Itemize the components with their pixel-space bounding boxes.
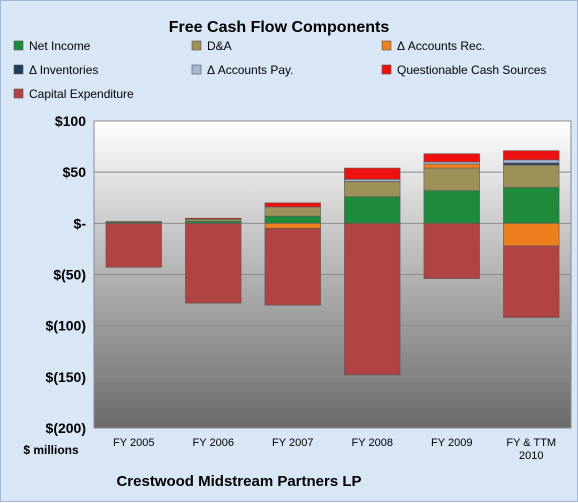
y-tick-label: $(150) [46, 369, 86, 385]
y-tick-label: $100 [55, 113, 86, 129]
y-axis-unit-label: $ millions [23, 443, 79, 457]
legend-swatch [381, 64, 392, 75]
bar-segment [423, 153, 480, 163]
bar-segment [423, 190, 480, 224]
bar-segment [503, 159, 560, 164]
bar-segment [503, 187, 560, 224]
legend-item: Δ Accounts Pay. [191, 63, 294, 77]
x-tick-label: FY 2009 [431, 437, 472, 449]
y-tick-label: $- [74, 215, 87, 231]
bar-segment [423, 167, 480, 191]
legend-label: Δ Inventories [29, 63, 98, 77]
legend-swatch [381, 40, 392, 51]
bar-segment [344, 167, 401, 180]
y-axis: $100 $50 $- $(50) $(100) $(150) $(200) [46, 113, 87, 436]
bar-segment [185, 217, 242, 220]
bar-segment [264, 228, 321, 306]
bar-segment [423, 161, 480, 165]
bar-segment [503, 164, 560, 188]
bar-segment [344, 196, 401, 224]
bar-segment [105, 223, 162, 268]
bar-segment [185, 220, 242, 224]
bar-segment [264, 223, 321, 229]
legend-label: D&A [207, 39, 232, 53]
x-tick-label: FY & TTM 2010 [506, 437, 556, 462]
x-tick-label: FY 2008 [352, 437, 393, 449]
x-tick-label: FY 2005 [113, 437, 154, 449]
chart-title: Free Cash Flow Components [169, 19, 390, 36]
bar-segment [344, 223, 401, 376]
legend-swatch [191, 40, 202, 51]
bar-segment [344, 181, 401, 198]
bar-segment [264, 206, 321, 217]
bar-segment [423, 163, 480, 169]
bar-segment [264, 202, 321, 208]
x-tick-label: FY 2007 [272, 437, 313, 449]
legend-item: Net Income [13, 39, 91, 53]
x-axis: FY 2005 FY 2006 FY 2007 FY 2008 FY 2009 FY & … [113, 437, 556, 462]
x-tick-label: FY 2006 [193, 437, 234, 449]
legend-item: Δ Accounts Rec. [381, 39, 485, 53]
y-tick-label: $50 [63, 164, 87, 180]
legend-swatch [13, 88, 24, 99]
legend-item: Capital Expenditure [13, 87, 134, 101]
legend-label: Net Income [29, 39, 91, 53]
legend-swatch [13, 64, 24, 75]
legend-label: Capital Expenditure [29, 87, 134, 101]
bar-segment [185, 223, 242, 304]
bar-segment [344, 179, 401, 182]
y-tick-label: $(50) [53, 267, 86, 283]
legend-label: Questionable Cash Sources [397, 63, 546, 77]
legend-item: D&A [191, 39, 232, 53]
bar-segment [423, 223, 480, 279]
legend-swatch [13, 40, 24, 51]
y-tick-label: $(200) [46, 420, 86, 436]
bar-segment [503, 223, 560, 247]
bar-segment [503, 150, 560, 161]
y-tick-label: $(100) [46, 318, 86, 334]
bar-segment [264, 215, 321, 224]
bar-segment [185, 218, 242, 222]
bar-segment [503, 245, 560, 318]
bar-segment [105, 220, 162, 223]
gridlines [94, 120, 571, 429]
legend-label: Δ Accounts Rec. [397, 39, 485, 53]
legend-label: Δ Accounts Pay. [207, 63, 294, 77]
legend-item: Questionable Cash Sources [381, 63, 546, 77]
bars [105, 150, 560, 376]
legend-swatch [191, 64, 202, 75]
legend-item: Δ Inventories [13, 63, 98, 77]
company-name-footer: Crestwood Midstream Partners LP [116, 473, 361, 490]
legend: Net Income D&A Δ Accounts Rec. Δ Inventorie… [13, 39, 546, 101]
bar-segment [503, 162, 560, 166]
